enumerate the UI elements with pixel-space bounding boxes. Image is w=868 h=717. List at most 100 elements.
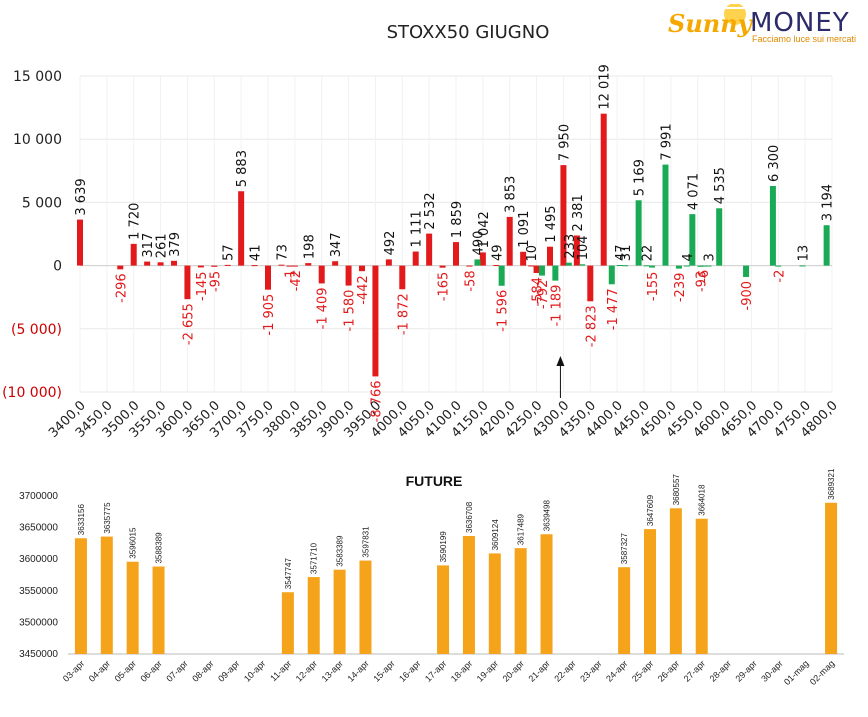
top-data-label: 347 <box>329 232 344 257</box>
top-data-label: 7 950 <box>557 124 572 161</box>
future-data-label: 3609124 <box>491 519 500 551</box>
future-data-label: 3583389 <box>336 535 345 567</box>
future-data-label: 3633156 <box>77 504 86 536</box>
top-y-tick-label: (5 000) <box>11 322 62 338</box>
top-data-label: -93 <box>694 271 709 292</box>
top-data-label: -145 <box>195 271 210 301</box>
top-bar <box>622 265 629 267</box>
top-bar <box>600 113 607 266</box>
future-y-tick-label: 3650000 <box>19 523 58 534</box>
top-bar <box>265 265 271 290</box>
future-data-label: 3617489 <box>517 513 526 545</box>
logo-tagline: Facciamo luce sui mercati <box>752 34 856 44</box>
top-data-label: 31 <box>619 245 634 262</box>
future-data-label: 3664018 <box>698 484 707 516</box>
future-x-tick-label: 09-apr <box>216 658 241 683</box>
top-data-label: -1 872 <box>396 293 411 335</box>
top-bar <box>616 265 623 267</box>
future-data-label: 3680557 <box>672 474 681 506</box>
top-bar <box>291 265 298 267</box>
top-y-tick-label: 15 000 <box>13 69 62 85</box>
top-data-label: -1 905 <box>262 294 277 336</box>
future-data-label: 3547747 <box>284 558 293 590</box>
future-x-tick-label: 02-mag <box>808 658 837 687</box>
top-bar <box>716 208 723 266</box>
future-x-tick-label: 26-apr <box>656 658 681 683</box>
top-bar <box>689 214 696 266</box>
top-data-label: 1 111 <box>410 210 425 247</box>
future-x-tick-label: 06-apr <box>138 658 163 683</box>
future-x-tick-label: 14-apr <box>345 658 370 683</box>
top-data-label: -2 655 <box>181 303 196 345</box>
future-bar <box>100 536 113 654</box>
top-data-label: 57 <box>222 244 237 261</box>
top-bar <box>675 265 682 269</box>
top-data-label: 2 532 <box>423 192 438 229</box>
future-bar <box>333 569 346 654</box>
top-data-label: -58 <box>463 270 478 291</box>
top-bar <box>359 265 365 272</box>
arrow-icon <box>556 356 565 398</box>
future-x-tick-label: 18-apr <box>449 658 474 683</box>
top-bar <box>552 265 559 281</box>
top-bar <box>823 225 830 266</box>
top-data-label: 10 <box>525 245 540 262</box>
top-y-axis: 15 000 10 000 5 000 0 (5 000) (10 000) <box>2 69 62 401</box>
top-bar <box>399 265 406 290</box>
top-data-label: 490 <box>471 231 486 256</box>
future-bar <box>74 538 87 654</box>
top-data-label: 3 194 <box>821 184 836 221</box>
top-data-label: 1 091 <box>517 211 532 248</box>
future-x-tick-label: 19-apr <box>475 658 500 683</box>
future-x-tick-label: 07-apr <box>164 658 189 683</box>
future-bar <box>462 536 475 654</box>
top-bar <box>547 246 553 266</box>
top-data-label: 198 <box>302 234 317 259</box>
top-bar <box>345 265 352 286</box>
future-bar <box>437 565 450 654</box>
top-bar <box>130 243 137 266</box>
future-bar <box>488 553 501 654</box>
top-data-label: 49 <box>490 244 505 261</box>
top-bar <box>144 261 151 266</box>
top-bar <box>498 265 505 286</box>
top-bar <box>520 251 527 266</box>
top-bar <box>466 265 473 267</box>
top-data-label: -792 <box>536 280 551 310</box>
top-data-label: -584 <box>531 277 546 307</box>
top-bar <box>211 265 218 267</box>
top-data-label: 261 <box>155 233 170 258</box>
top-data-label: 1 495 <box>544 205 559 242</box>
top-data-label: -155 <box>646 272 661 302</box>
future-y-tick-label: 3600000 <box>19 554 58 565</box>
top-data-label: 4 071 <box>686 173 701 210</box>
top-bar <box>769 185 776 266</box>
top-data-label: -2 823 <box>584 305 599 347</box>
future-x-tick-label: 16-apr <box>397 658 422 683</box>
future-bar <box>618 567 631 654</box>
top-bar <box>573 235 580 266</box>
future-data-label: 3588389 <box>155 532 164 564</box>
future-x-tick-label: 29-apr <box>733 658 758 683</box>
logo-money-text: MONEY <box>750 8 850 38</box>
future-x-tick-label: 11-apr <box>268 658 293 683</box>
top-bar <box>799 265 806 267</box>
top-bars <box>77 113 830 377</box>
top-data-label: -1 189 <box>549 285 564 327</box>
top-data-label: -296 <box>114 273 129 303</box>
top-data-label: -6 <box>697 270 712 283</box>
future-data-label: 3636708 <box>465 501 474 533</box>
top-bar <box>305 263 312 266</box>
future-x-tick-label: 23-apr <box>578 658 603 683</box>
future-x-tick-label: 24-apr <box>604 658 629 683</box>
top-bar <box>77 219 83 266</box>
top-bar <box>608 265 615 285</box>
top-bar <box>743 265 750 277</box>
top-bar <box>560 165 567 266</box>
top-bar <box>683 265 690 267</box>
future-x-tick-label: 21-apr <box>526 658 551 683</box>
future-y-axis: 3700000 3650000 3600000 3550000 3500000 34500… <box>19 491 58 660</box>
top-bar <box>439 265 446 268</box>
